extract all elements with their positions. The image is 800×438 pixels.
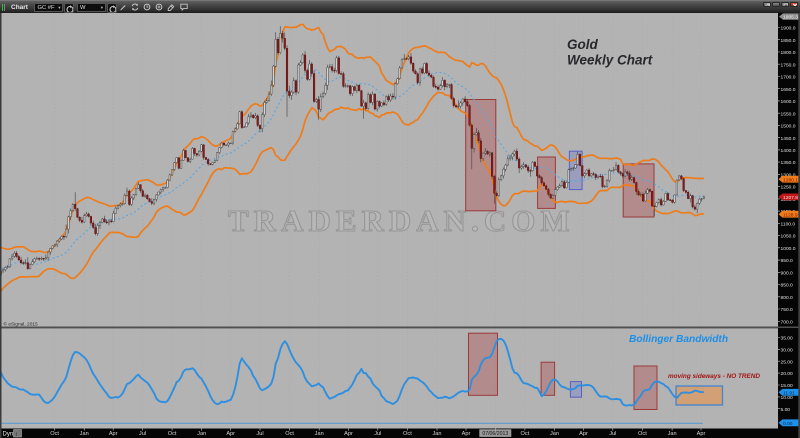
svg-text:900.0: 900.0	[781, 270, 794, 276]
svg-text:Apr: Apr	[462, 431, 471, 437]
svg-text:Oct: Oct	[638, 431, 647, 437]
svg-text:1207.8: 1207.8	[783, 195, 798, 201]
svg-text:Jan: Jan	[197, 431, 206, 437]
svg-text:Weekly Chart: Weekly Chart	[567, 53, 653, 68]
svg-text:Apr: Apr	[579, 431, 588, 437]
svg-text:1900.0: 1900.0	[781, 26, 796, 32]
svg-text:Oct: Oct	[521, 431, 530, 437]
svg-text:Oct: Oct	[285, 431, 294, 437]
svg-text:1850.0: 1850.0	[781, 38, 796, 44]
svg-text:1905.3: 1905.3	[783, 15, 798, 21]
svg-text:10.00: 10.00	[781, 395, 794, 401]
svg-text:1250.0: 1250.0	[781, 185, 796, 191]
svg-text:1550.0: 1550.0	[781, 111, 796, 117]
svg-text:15.00: 15.00	[781, 383, 794, 389]
svg-text:Jan: Jan	[315, 431, 324, 437]
svg-text:Jul: Jul	[256, 431, 263, 437]
svg-text:Jul: Jul	[609, 431, 616, 437]
svg-text:↕: ↕	[15, 432, 18, 438]
svg-text:1350.0: 1350.0	[781, 160, 796, 166]
svg-text:750.0: 750.0	[781, 307, 794, 313]
svg-text:Apr: Apr	[344, 431, 353, 437]
svg-text:700.0: 700.0	[781, 319, 794, 325]
svg-text:5.00: 5.00	[781, 407, 791, 413]
svg-text:© eSignal, 2015: © eSignal, 2015	[4, 320, 39, 327]
svg-text:Jan: Jan	[668, 431, 677, 437]
svg-text:07/06/2013: 07/06/2013	[482, 431, 508, 437]
svg-text:Oct: Oct	[403, 431, 412, 437]
svg-text:1000.0: 1000.0	[781, 246, 796, 252]
svg-text:Oct: Oct	[50, 431, 59, 437]
svg-text:30.00: 30.00	[781, 348, 794, 354]
svg-text:11.91: 11.91	[783, 391, 795, 397]
svg-text:850.0: 850.0	[781, 283, 794, 289]
svg-text:Gold: Gold	[567, 37, 598, 52]
svg-text:1050.0: 1050.0	[781, 234, 796, 240]
svg-text:1400.0: 1400.0	[781, 148, 796, 154]
svg-text:1300.0: 1300.0	[781, 173, 796, 179]
svg-text:20.00: 20.00	[781, 371, 794, 377]
svg-text:Jul: Jul	[374, 431, 381, 437]
svg-text:Jul: Jul	[139, 431, 146, 437]
svg-text:25.00: 25.00	[781, 359, 794, 365]
svg-text:1800.0: 1800.0	[781, 50, 796, 56]
svg-text:1600.0: 1600.0	[781, 99, 796, 105]
svg-text:Jan: Jan	[550, 431, 559, 437]
svg-text:1100.0: 1100.0	[781, 221, 796, 227]
svg-text:Apr: Apr	[226, 431, 235, 437]
svg-text:Oct: Oct	[168, 431, 177, 437]
svg-text:800.0: 800.0	[781, 295, 794, 301]
svg-text:Bollinger Bandwidth: Bollinger Bandwidth	[629, 334, 728, 345]
svg-text:Apr: Apr	[109, 431, 118, 437]
svg-text:1450.0: 1450.0	[781, 136, 796, 142]
svg-text:1700.0: 1700.0	[781, 75, 796, 81]
svg-text:1128.9: 1128.9	[783, 212, 798, 218]
svg-text:moving sideways - NO TREND: moving sideways - NO TREND	[668, 373, 760, 380]
svg-text:Dyn: Dyn	[3, 432, 14, 438]
svg-text:1280.1: 1280.1	[783, 177, 798, 183]
svg-text:Apr: Apr	[697, 431, 706, 437]
svg-text:0.00: 0.00	[783, 421, 793, 427]
svg-text:35.00: 35.00	[781, 336, 794, 342]
svg-text:Jan: Jan	[432, 431, 441, 437]
svg-text:1750.0: 1750.0	[781, 62, 796, 68]
svg-text:1500.0: 1500.0	[781, 124, 796, 130]
svg-text:TRADERDAN.COM: TRADERDAN.COM	[228, 203, 575, 238]
svg-text:950.0: 950.0	[781, 258, 794, 264]
svg-text:1650.0: 1650.0	[781, 87, 796, 93]
svg-text:Jan: Jan	[80, 431, 89, 437]
